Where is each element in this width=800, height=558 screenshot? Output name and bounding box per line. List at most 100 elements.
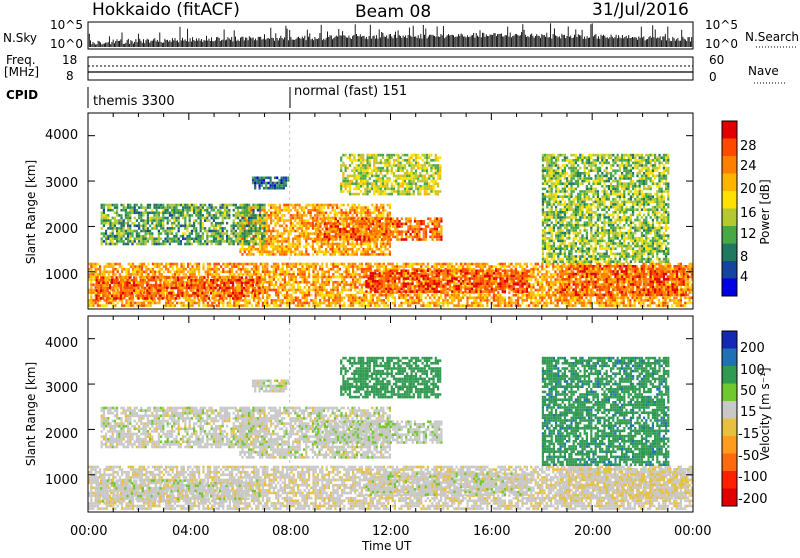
power-cell xyxy=(191,299,193,302)
power-cell xyxy=(317,291,319,294)
power-cell xyxy=(213,263,215,266)
power-cell xyxy=(317,304,319,307)
power-cell xyxy=(90,281,92,284)
power-cell xyxy=(295,291,297,294)
power-cell xyxy=(304,273,306,276)
power-cell xyxy=(266,297,268,300)
power-cell xyxy=(240,268,242,271)
power-cell xyxy=(220,265,222,268)
power-cell xyxy=(328,297,330,300)
power-cell xyxy=(354,299,356,302)
power-cell xyxy=(257,271,259,274)
power-cell xyxy=(229,273,231,276)
power-cell xyxy=(288,278,290,281)
power-cell xyxy=(352,299,354,302)
power-cell xyxy=(356,281,358,284)
power-cell xyxy=(150,271,152,274)
power-cell xyxy=(301,294,303,297)
freq-tick-bottom: 8 xyxy=(66,69,74,83)
date-title: 31/Jul/2016 xyxy=(592,0,689,20)
power-cell xyxy=(103,265,105,268)
power-cell xyxy=(90,278,92,281)
power-cell xyxy=(130,263,132,266)
power-cell xyxy=(337,268,339,271)
power-cell xyxy=(370,297,372,300)
power-cell xyxy=(150,268,152,271)
power-cell xyxy=(198,263,200,266)
power-cell xyxy=(268,281,270,284)
power-cell xyxy=(99,304,101,307)
power-cell xyxy=(266,302,268,305)
power-cell xyxy=(222,271,224,274)
power-cell xyxy=(299,263,301,266)
power-cell xyxy=(209,268,211,271)
power-cell xyxy=(271,302,273,305)
power-cell xyxy=(315,273,317,276)
power-cell xyxy=(136,271,138,274)
power-cell xyxy=(101,273,103,276)
power-cell xyxy=(387,268,389,271)
power-cell xyxy=(125,302,127,305)
power-cell xyxy=(136,265,138,268)
power-cell xyxy=(315,286,317,289)
power-cell xyxy=(293,278,295,281)
power-cell xyxy=(332,273,334,276)
power-cell xyxy=(211,273,213,276)
power-cell xyxy=(343,276,345,279)
power-cell xyxy=(147,273,149,276)
power-cell xyxy=(90,268,92,271)
power-cell xyxy=(282,263,284,266)
power-cell xyxy=(266,268,268,271)
power-cell xyxy=(306,302,308,305)
power-cell xyxy=(176,263,178,266)
power-cell xyxy=(191,302,193,305)
power-cell xyxy=(238,265,240,268)
power-cell xyxy=(277,268,279,271)
power-cell xyxy=(110,265,112,268)
power-cell xyxy=(167,268,169,271)
power-cell xyxy=(205,273,207,276)
power-cell xyxy=(359,297,361,300)
power-cell xyxy=(312,268,314,271)
power-cell xyxy=(312,273,314,276)
power-cell xyxy=(125,273,127,276)
power-cell xyxy=(246,271,248,274)
power-cell xyxy=(145,271,147,274)
power-cell xyxy=(172,263,174,266)
power-cell xyxy=(125,271,127,274)
freq-unit-label: [MHz] xyxy=(4,65,39,79)
power-cell xyxy=(301,271,303,274)
power-cell xyxy=(227,302,229,305)
power-cell xyxy=(308,286,310,289)
power-cell xyxy=(198,304,200,307)
power-cell xyxy=(297,263,299,266)
power-cell xyxy=(242,263,244,266)
power-cell xyxy=(363,299,365,302)
power-cell xyxy=(306,263,308,266)
power-cell xyxy=(367,291,369,294)
power-cell xyxy=(216,265,218,268)
power-cell xyxy=(359,291,361,294)
power-cell xyxy=(312,276,314,279)
power-cell xyxy=(235,304,237,307)
power-cell xyxy=(90,304,92,307)
power-cell xyxy=(92,265,94,268)
power-cell xyxy=(174,263,176,266)
power-cell xyxy=(334,294,336,297)
power-cell xyxy=(332,268,334,271)
power-cell xyxy=(282,271,284,274)
power-cell xyxy=(145,304,147,307)
power-cell xyxy=(176,268,178,271)
power-cell xyxy=(275,271,277,274)
power-cell xyxy=(293,297,295,300)
power-cell xyxy=(273,268,275,271)
power-cell xyxy=(321,273,323,276)
power-cell xyxy=(339,276,341,279)
power-cell xyxy=(277,297,279,300)
power-cell xyxy=(273,265,275,268)
power-cell xyxy=(321,268,323,271)
power-cell xyxy=(233,263,235,266)
power-cell xyxy=(363,271,365,274)
power-cell xyxy=(284,284,286,287)
power-cell xyxy=(275,302,277,305)
